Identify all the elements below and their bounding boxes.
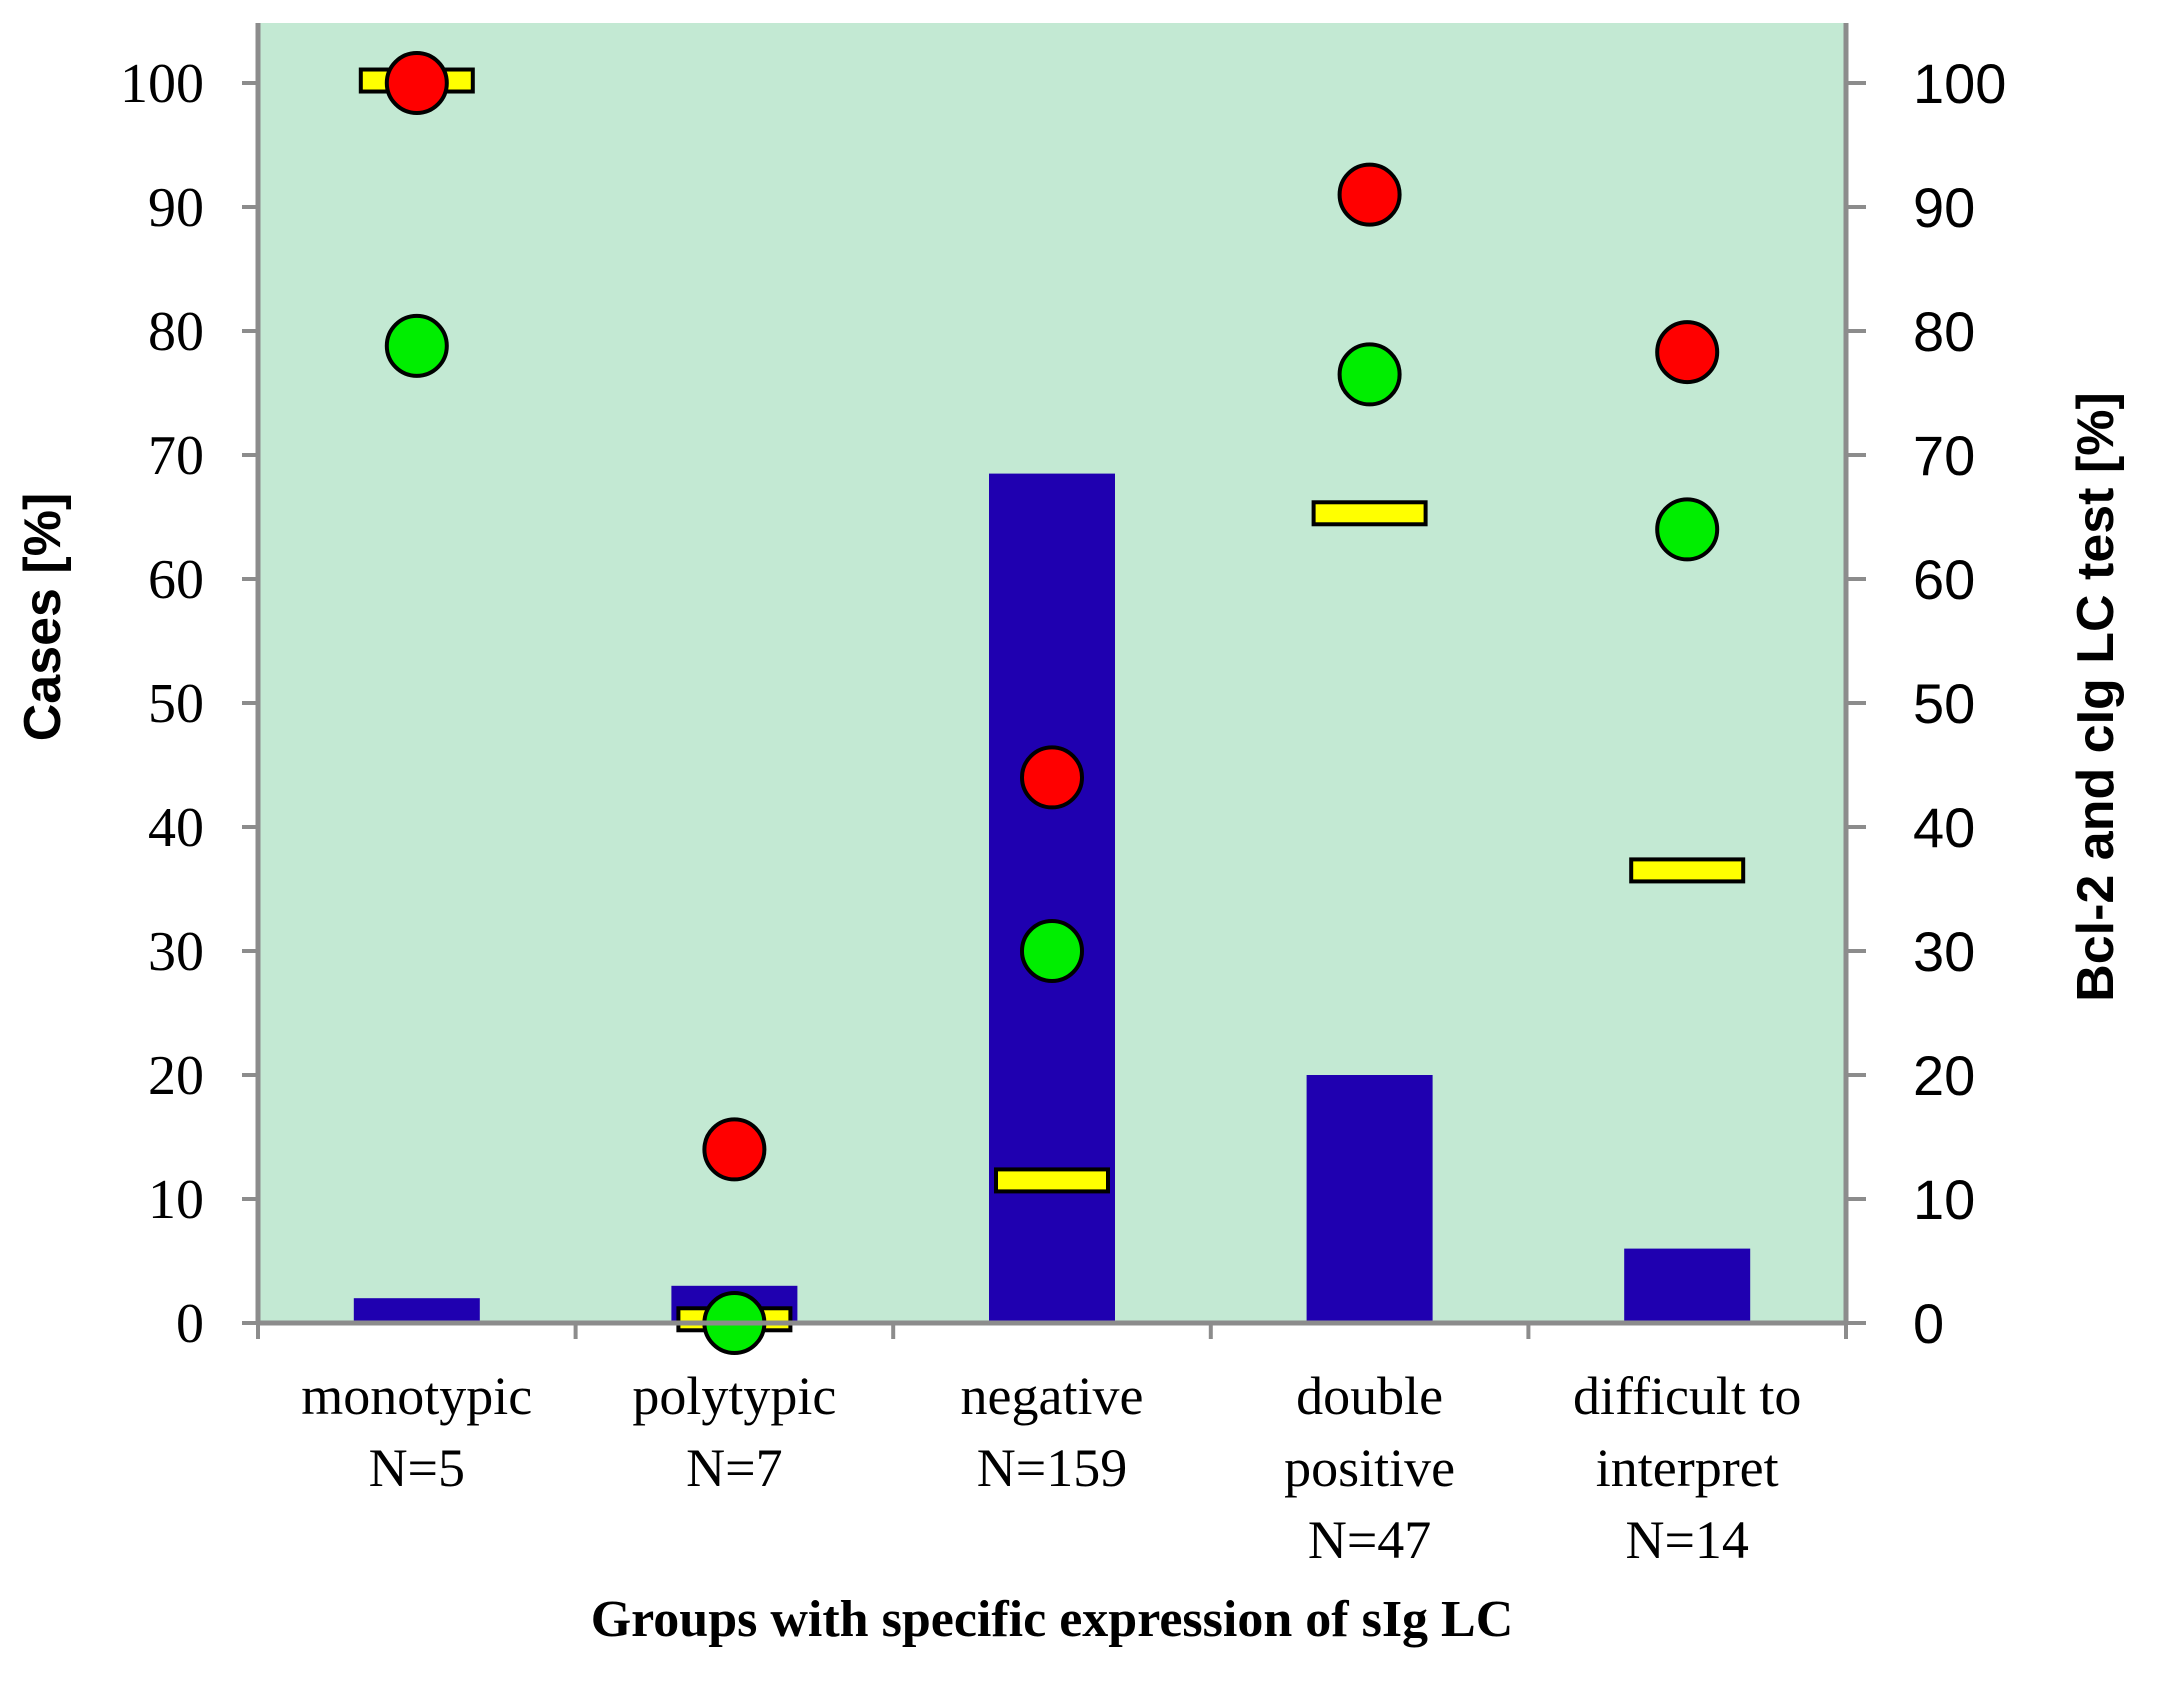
left-tick-label-0: 0 — [176, 1293, 204, 1355]
category-label-4-line-2: N=14 — [1625, 1510, 1748, 1570]
right-tick-label-8: 80 — [1913, 300, 1975, 363]
left-tick-label-5: 50 — [148, 673, 204, 735]
right-tick-label-5: 50 — [1913, 672, 1975, 735]
left-tick-label-8: 80 — [148, 301, 204, 363]
red-marker-4 — [1655, 320, 1720, 385]
bar-3 — [1306, 1075, 1433, 1323]
left-tick-label-7: 70 — [148, 425, 204, 487]
green-marker-3 — [1337, 342, 1402, 407]
left-tick-label-10: 100 — [120, 53, 204, 115]
category-label-4-line-1: interpret — [1596, 1438, 1779, 1498]
category-label-4-line-0: difficult to — [1573, 1366, 1801, 1426]
left-axis-title: Cases [%] — [14, 493, 72, 742]
right-tick-label-10: 100 — [1913, 52, 2006, 115]
right-tick-label-2: 20 — [1913, 1044, 1975, 1107]
red-marker-0 — [384, 51, 449, 115]
yellow-marker-2 — [994, 1167, 1110, 1194]
left-axis: 0 10 20 30 40 50 60 70 80 90 100 — [120, 53, 258, 1355]
bar-2 — [989, 473, 1115, 1324]
category-label-1-line-0: polytypic — [632, 1366, 836, 1426]
right-tick-label-0: 0 — [1913, 1292, 1944, 1355]
bar-4 — [1624, 1248, 1751, 1323]
category-label-3-line-2: N=47 — [1308, 1510, 1431, 1570]
right-axis-title: Bcl-2 and cIg LC test [%] — [2067, 392, 2125, 1002]
green-marker-0 — [384, 313, 449, 378]
red-marker-3 — [1337, 162, 1402, 227]
red-marker-2 — [1020, 745, 1084, 810]
left-tick-label-2: 20 — [148, 1045, 204, 1107]
category-label-0-line-0: monotypic — [301, 1366, 532, 1426]
red-marker-1 — [702, 1117, 767, 1182]
category-label-3-line-1: positive — [1284, 1438, 1455, 1498]
left-tick-label-6: 60 — [148, 549, 204, 611]
category-label-3-line-0: double — [1296, 1366, 1443, 1426]
bar-0 — [353, 1298, 480, 1323]
right-tick-label-3: 30 — [1913, 920, 1975, 983]
right-tick-label-7: 70 — [1913, 424, 1975, 487]
right-tick-label-1: 10 — [1913, 1168, 1975, 1231]
left-tick-label-9: 90 — [148, 177, 204, 239]
left-tick-label-1: 10 — [148, 1169, 204, 1231]
right-tick-label-4: 40 — [1913, 796, 1975, 859]
category-label-0-line-1: N=5 — [369, 1438, 465, 1498]
x-axis-title: Groups with specific expression of sIg L… — [591, 1591, 1514, 1648]
left-tick-label-3: 30 — [148, 921, 204, 983]
right-axis: 0 10 20 30 40 50 60 70 80 90 100 — [1846, 52, 2006, 1355]
right-tick-label-9: 90 — [1913, 176, 1975, 239]
green-marker-2 — [1020, 919, 1084, 983]
category-label-2-line-0: negative — [961, 1366, 1144, 1426]
green-marker-4 — [1655, 497, 1720, 562]
yellow-marker-4 — [1629, 857, 1746, 884]
right-tick-label-6: 60 — [1913, 548, 1975, 611]
yellow-marker-3 — [1311, 500, 1428, 527]
x-axis: monotypic N=5 polytypic N=7 negative N=159 dou… — [256, 1323, 1848, 1570]
category-label-1-line-1: N=7 — [686, 1438, 782, 1498]
left-tick-label-4: 40 — [148, 797, 204, 859]
category-label-2-line-1: N=159 — [977, 1438, 1127, 1498]
